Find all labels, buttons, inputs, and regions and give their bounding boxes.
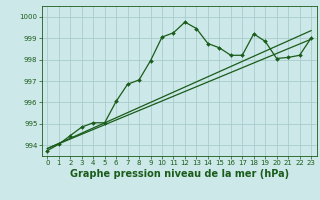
X-axis label: Graphe pression niveau de la mer (hPa): Graphe pression niveau de la mer (hPa) xyxy=(70,169,289,179)
